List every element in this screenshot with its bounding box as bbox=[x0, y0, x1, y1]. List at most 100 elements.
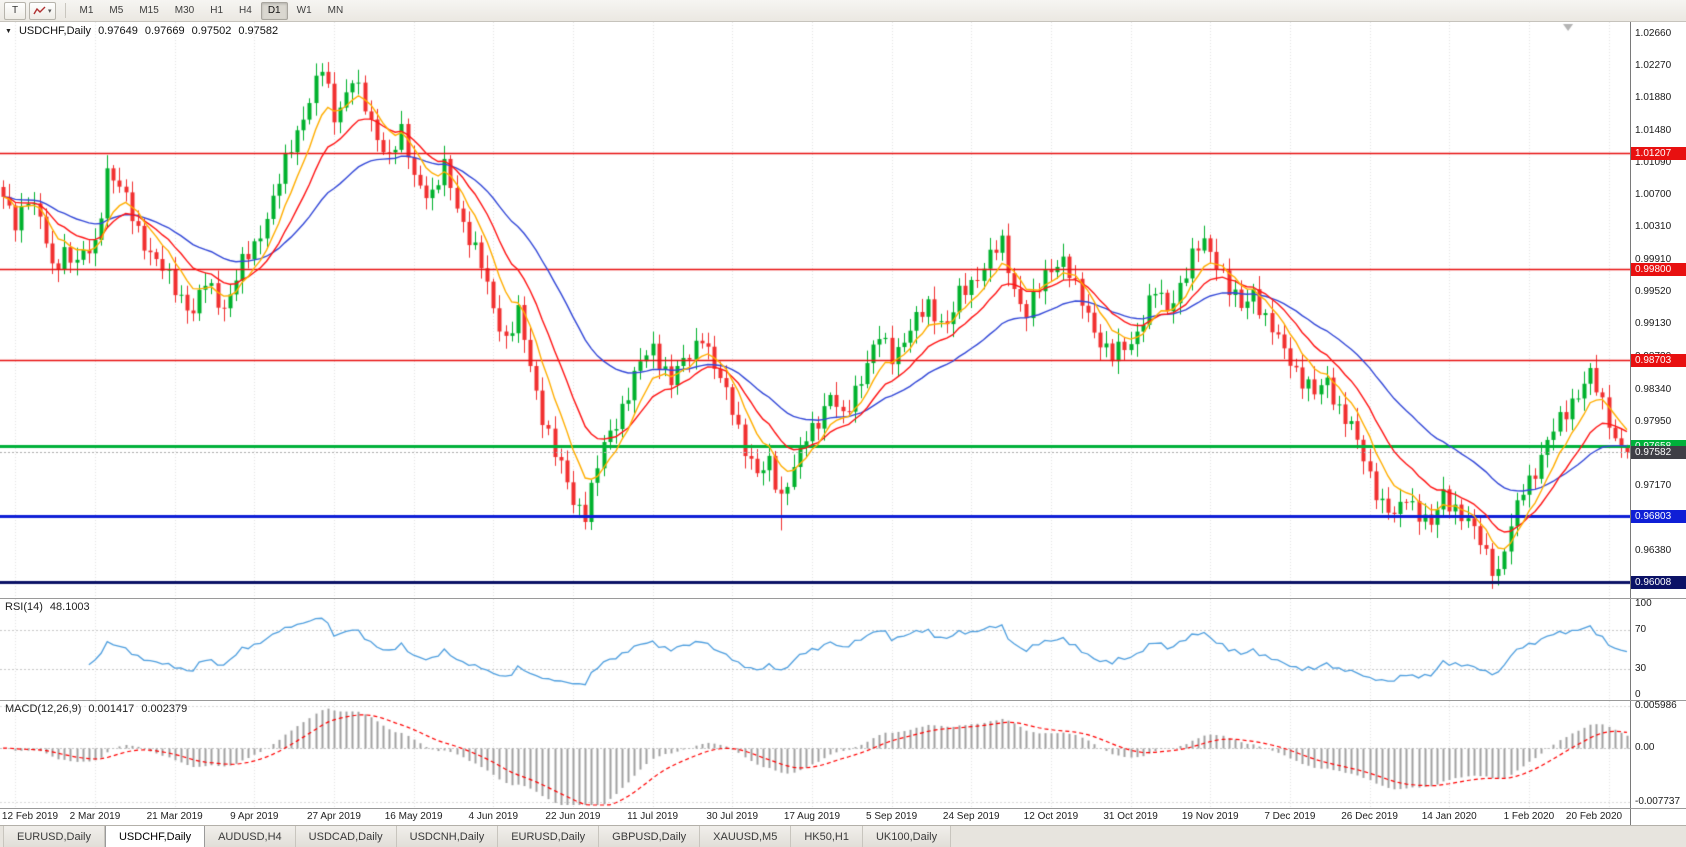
timeframe-button-m15[interactable]: M15 bbox=[139, 5, 159, 16]
rsi-plot: RSI(14) 48.1003 bbox=[0, 599, 1630, 700]
timeframe-button-m1[interactable]: M1 bbox=[79, 5, 94, 16]
macd-indicator-canvas[interactable] bbox=[0, 701, 1630, 808]
price-tick: 1.01880 bbox=[1635, 91, 1672, 103]
rsi-indicator-canvas[interactable] bbox=[0, 599, 1630, 700]
price-tick: 1.02270 bbox=[1635, 59, 1672, 71]
chart-tab-uk100-daily[interactable]: UK100,Daily bbox=[862, 826, 952, 847]
macd-scale[interactable]: 0.005986 0.00 -0.007737 bbox=[1630, 701, 1686, 808]
price-tick: 0.97170 bbox=[1635, 479, 1672, 491]
price-tick: 0.99130 bbox=[1635, 318, 1672, 330]
chevron-down-icon: ▾ bbox=[48, 7, 52, 15]
symbol-period-label: USDCHF,Daily bbox=[18, 25, 92, 37]
time-label: 12 Feb 2019 bbox=[1, 811, 59, 822]
time-label: 16 May 2019 bbox=[384, 811, 443, 822]
timeframe-button-w1[interactable]: W1 bbox=[296, 5, 312, 16]
time-label: 19 Nov 2019 bbox=[1181, 811, 1239, 822]
price-scale[interactable]: 1.02660 1.02270 1.01880 1.01480 1.01090 1.007… bbox=[1630, 22, 1686, 598]
toolbar-separator bbox=[64, 3, 66, 18]
price-tick: 0.98340 bbox=[1635, 383, 1672, 395]
hline-price-tag[interactable]: 0.98703 bbox=[1631, 353, 1686, 367]
time-label: 21 Mar 2019 bbox=[146, 811, 203, 822]
time-label: 2 Mar 2019 bbox=[69, 811, 121, 822]
time-label: 20 Feb 2020 bbox=[1565, 811, 1623, 822]
time-label: 31 Oct 2019 bbox=[1103, 811, 1158, 822]
timeframe-button-h4[interactable]: H4 bbox=[239, 5, 252, 16]
macd-scale-tick: 0.00 bbox=[1635, 742, 1655, 754]
scale-divider bbox=[1630, 809, 1631, 825]
chart-tab-eurusd-daily[interactable]: EURUSD,Daily bbox=[498, 826, 600, 847]
candlestick-chart-canvas[interactable] bbox=[0, 22, 1630, 598]
hline-price-tag[interactable]: 0.96008 bbox=[1631, 575, 1686, 589]
time-label: 7 Dec 2019 bbox=[1264, 811, 1316, 822]
chart-title: ▼ USDCHF,Daily 0.97649 0.97669 0.97502 0… bbox=[5, 25, 278, 37]
zigzag-icon bbox=[33, 6, 46, 15]
price-tick: 0.99520 bbox=[1635, 286, 1672, 298]
macd-label: MACD(12,26,9) 0.001417 0.002379 bbox=[5, 703, 187, 715]
quote-open: 0.97649 bbox=[98, 25, 138, 37]
hline-price-tag[interactable]: 0.96803 bbox=[1631, 510, 1686, 524]
symbol-menu-arrow-icon[interactable]: ▼ bbox=[5, 27, 12, 35]
quote-close: 0.97582 bbox=[238, 25, 279, 37]
timeframe-button-m5[interactable]: M5 bbox=[109, 5, 124, 16]
chart-tab-usdcad-daily[interactable]: USDCAD,Daily bbox=[295, 826, 397, 847]
time-label: 22 Jun 2019 bbox=[545, 811, 601, 822]
macd-panel: MACD(12,26,9) 0.001417 0.002379 0.005986… bbox=[0, 700, 1686, 808]
rsi-scale[interactable]: 100 70 30 0 bbox=[1630, 599, 1686, 700]
time-label: 26 Dec 2019 bbox=[1341, 811, 1398, 822]
rsi-scale-tick: 30 bbox=[1635, 662, 1647, 674]
chart-tab-gbpusd-daily[interactable]: GBPUSD,Daily bbox=[599, 826, 701, 847]
time-label: 11 Jul 2019 bbox=[627, 811, 679, 822]
price-tick: 1.01090 bbox=[1635, 156, 1672, 168]
time-label: 17 Aug 2019 bbox=[783, 811, 841, 822]
time-label: 1 Feb 2020 bbox=[1503, 811, 1555, 822]
quote-low: 0.97502 bbox=[191, 25, 232, 37]
macd-main-value: 0.001417 bbox=[88, 703, 135, 715]
time-label: 4 Jun 2019 bbox=[468, 811, 519, 822]
macd-scale-tick: -0.007737 bbox=[1635, 796, 1681, 808]
rsi-value: 48.1003 bbox=[49, 601, 90, 613]
macd-scale-tick: 0.005986 bbox=[1635, 700, 1677, 712]
time-label: 14 Jan 2020 bbox=[1421, 811, 1477, 822]
price-tick: 0.96380 bbox=[1635, 545, 1672, 557]
price-tick: 0.97950 bbox=[1635, 415, 1672, 427]
quote-high: 0.97669 bbox=[144, 25, 185, 37]
time-label: 5 Sep 2019 bbox=[866, 811, 918, 822]
time-label: 24 Sep 2019 bbox=[942, 811, 1000, 822]
toolbar: T ▾ M1 M5 M15 M30 H1 H4 D1 W1 MN bbox=[0, 0, 1686, 22]
timeframe-button-m30[interactable]: M30 bbox=[174, 5, 195, 16]
timeframe-group: M1 M5 M15 M30 H1 H4 D1 W1 MN bbox=[72, 1, 352, 20]
time-label: 12 Oct 2019 bbox=[1023, 811, 1079, 822]
macd-name: MACD(12,26,9) bbox=[5, 703, 82, 715]
chart-tab-xauusd-m5[interactable]: XAUUSD,M5 bbox=[700, 826, 792, 847]
main-chart-panel: ▼ USDCHF,Daily 0.97649 0.97669 0.97502 0… bbox=[0, 22, 1686, 598]
price-tick: 1.00310 bbox=[1635, 221, 1672, 233]
time-scale[interactable]: 12 Feb 2019 2 Mar 2019 21 Mar 2019 9 Apr 20… bbox=[0, 808, 1686, 825]
chart-tab-eurusd-daily[interactable]: EURUSD,Daily bbox=[3, 826, 105, 847]
template-button[interactable]: T bbox=[4, 1, 26, 20]
hline-price-tag[interactable]: 0.99800 bbox=[1631, 263, 1686, 277]
macd-signal-value: 0.002379 bbox=[141, 703, 188, 715]
hline-price-tag[interactable]: 1.01207 bbox=[1631, 147, 1686, 161]
chart-tab-usdchf-daily[interactable]: USDCHF,Daily bbox=[104, 826, 206, 847]
price-tick: 1.01480 bbox=[1635, 124, 1672, 136]
timeframe-button-h1[interactable]: H1 bbox=[210, 5, 224, 16]
rsi-scale-tick: 100 bbox=[1635, 598, 1652, 609]
time-label: 30 Jul 2019 bbox=[706, 811, 759, 822]
chart-tab-audusd-h4[interactable]: AUDUSD,H4 bbox=[205, 826, 296, 847]
chart-tab-usdcnh-daily[interactable]: USDCNH,Daily bbox=[396, 826, 499, 847]
timeframe-button-d1[interactable]: D1 bbox=[260, 1, 288, 20]
time-label: 27 Apr 2019 bbox=[306, 811, 361, 822]
chart-tab-hk50-h1[interactable]: HK50,H1 bbox=[791, 826, 863, 847]
chart-tab-bar: EURUSD,Daily USDCHF,Daily AUDUSD,H4 USDCAD,… bbox=[0, 825, 1686, 847]
rsi-scale-tick: 0 bbox=[1635, 689, 1641, 700]
rsi-panel: RSI(14) 48.1003 100 70 30 0 bbox=[0, 598, 1686, 700]
rsi-name: RSI(14) bbox=[5, 601, 43, 613]
rsi-scale-tick: 70 bbox=[1635, 624, 1647, 636]
timeframe-button-mn[interactable]: MN bbox=[327, 5, 344, 16]
macd-plot: MACD(12,26,9) 0.001417 0.002379 bbox=[0, 701, 1630, 808]
time-label: 9 Apr 2019 bbox=[230, 811, 279, 822]
price-tick: 0.99910 bbox=[1635, 254, 1672, 266]
line-style-button[interactable]: ▾ bbox=[29, 1, 56, 20]
bid-price-tag: 0.97582 bbox=[1631, 445, 1686, 459]
